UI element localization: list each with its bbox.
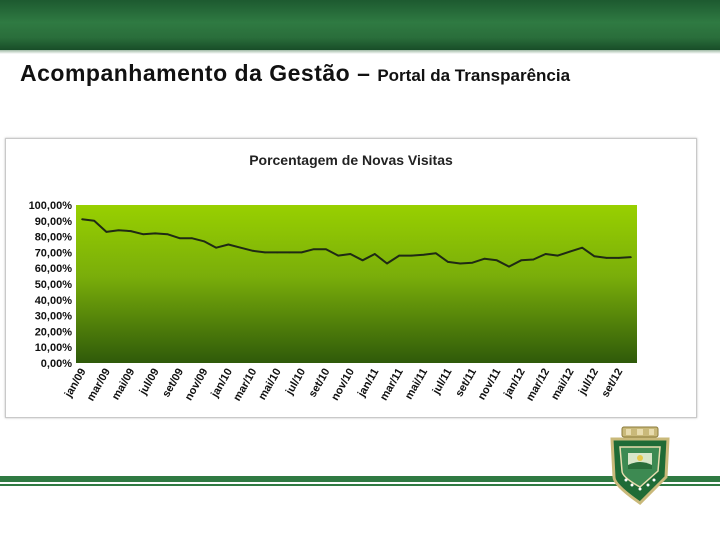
x-tick-label: mai/11 <box>403 367 430 402</box>
data-point <box>337 254 340 257</box>
y-tick-label: 30,00% <box>35 311 73 323</box>
x-tick-label: jan/10 <box>209 367 235 401</box>
data-point <box>386 262 388 265</box>
data-point <box>630 256 632 258</box>
data-point <box>349 253 352 255</box>
y-tick-label: 90,00% <box>35 216 73 228</box>
y-axis: 0,00% 10,00% 20,00% 30,00% 40,00% 50,00% 60,00… <box>29 200 73 370</box>
data-point <box>276 251 279 254</box>
data-point <box>569 250 571 253</box>
data-point <box>581 246 583 249</box>
data-point <box>105 231 108 233</box>
data-point <box>508 265 510 268</box>
series-line <box>81 218 632 268</box>
data-point <box>374 253 376 255</box>
page-title-main: Acompanhamento da Gestão – <box>20 60 378 86</box>
x-tick-label: jul/12 <box>576 367 601 398</box>
y-tick-label: 0,00% <box>41 358 72 370</box>
data-point <box>435 252 437 254</box>
x-tick-label: jul/11 <box>430 367 455 398</box>
x-tick-label: jan/11 <box>355 367 381 400</box>
data-point <box>532 258 535 261</box>
data-point <box>398 254 401 257</box>
data-point <box>227 243 230 246</box>
data-point <box>422 253 425 256</box>
y-tick-label: 40,00% <box>35 295 73 307</box>
line-chart: Porcentagem de Novas Visitas 0,00% 10,00%… <box>29 152 637 404</box>
data-point <box>166 233 169 236</box>
x-tick-label: mai/12 <box>549 367 577 403</box>
data-point <box>313 248 315 251</box>
y-tick-label: 100,00% <box>29 200 73 212</box>
y-tick-label: 10,00% <box>35 342 73 354</box>
data-point <box>154 232 156 235</box>
data-point <box>130 230 132 232</box>
data-point <box>483 257 486 260</box>
y-tick-label: 20,00% <box>35 326 73 338</box>
x-tick-label: jul/10 <box>283 367 308 398</box>
x-tick-label: set/11 <box>453 367 479 399</box>
header-bar <box>0 0 720 50</box>
x-tick-label: nov/10 <box>329 367 357 403</box>
header-shadow <box>0 50 720 54</box>
x-tick-label: mai/09 <box>110 367 138 403</box>
x-tick-label: jul/09 <box>137 367 162 398</box>
y-tick-label: 70,00% <box>35 247 73 259</box>
x-tick-label: set/10 <box>307 367 333 400</box>
data-point <box>361 259 364 262</box>
data-point <box>618 257 620 259</box>
data-point <box>300 251 303 254</box>
page-title-sub: Portal da Transparência <box>377 66 571 85</box>
x-tick-label: mar/10 <box>231 367 259 404</box>
data-point <box>605 257 608 259</box>
x-tick-label: jan/09 <box>62 367 88 401</box>
data-point <box>557 254 559 257</box>
data-point <box>191 237 193 239</box>
data-point <box>178 237 181 239</box>
x-tick-label: nov/11 <box>476 367 504 403</box>
data-point <box>81 218 83 221</box>
data-point <box>459 262 462 265</box>
data-point <box>252 250 254 252</box>
data-point <box>593 255 596 258</box>
x-tick-label: mar/09 <box>85 367 113 404</box>
x-tick-label: mar/11 <box>378 367 406 403</box>
chart-title: Porcentagem de Novas Visitas <box>249 152 453 168</box>
data-point <box>215 246 217 249</box>
x-tick-label: nov/09 <box>183 367 211 403</box>
plot-area <box>76 205 637 363</box>
chart-frame: Porcentagem de Novas Visitas 0,00% 10,00%… <box>5 138 697 418</box>
data-point <box>142 233 144 236</box>
data-point <box>325 248 327 251</box>
y-tick-label: 60,00% <box>35 263 73 275</box>
data-point <box>410 254 413 257</box>
x-tick-label: jan/12 <box>501 367 527 401</box>
data-point <box>264 251 266 254</box>
data-point <box>117 229 120 232</box>
y-tick-label: 80,00% <box>35 232 73 244</box>
x-tick-label: mar/12 <box>524 367 552 404</box>
x-tick-label: set/09 <box>160 367 186 400</box>
data-point <box>496 259 498 262</box>
data-point <box>203 240 205 243</box>
state-crest-logo <box>610 426 670 505</box>
data-point <box>520 259 522 262</box>
data-point <box>93 220 95 222</box>
data-point <box>239 246 242 249</box>
series-group <box>81 218 632 268</box>
data-point <box>471 261 474 264</box>
footer-bar <box>0 476 720 482</box>
x-tick-label: mai/10 <box>256 367 284 403</box>
data-point <box>288 251 291 254</box>
y-tick-label: 50,00% <box>35 279 73 291</box>
data-point <box>447 261 449 263</box>
x-tick-label: set/12 <box>599 367 625 400</box>
footer-line <box>0 484 720 486</box>
page-title: Acompanhamento da Gestão – Portal da Tra… <box>20 60 570 87</box>
data-point <box>544 253 547 255</box>
